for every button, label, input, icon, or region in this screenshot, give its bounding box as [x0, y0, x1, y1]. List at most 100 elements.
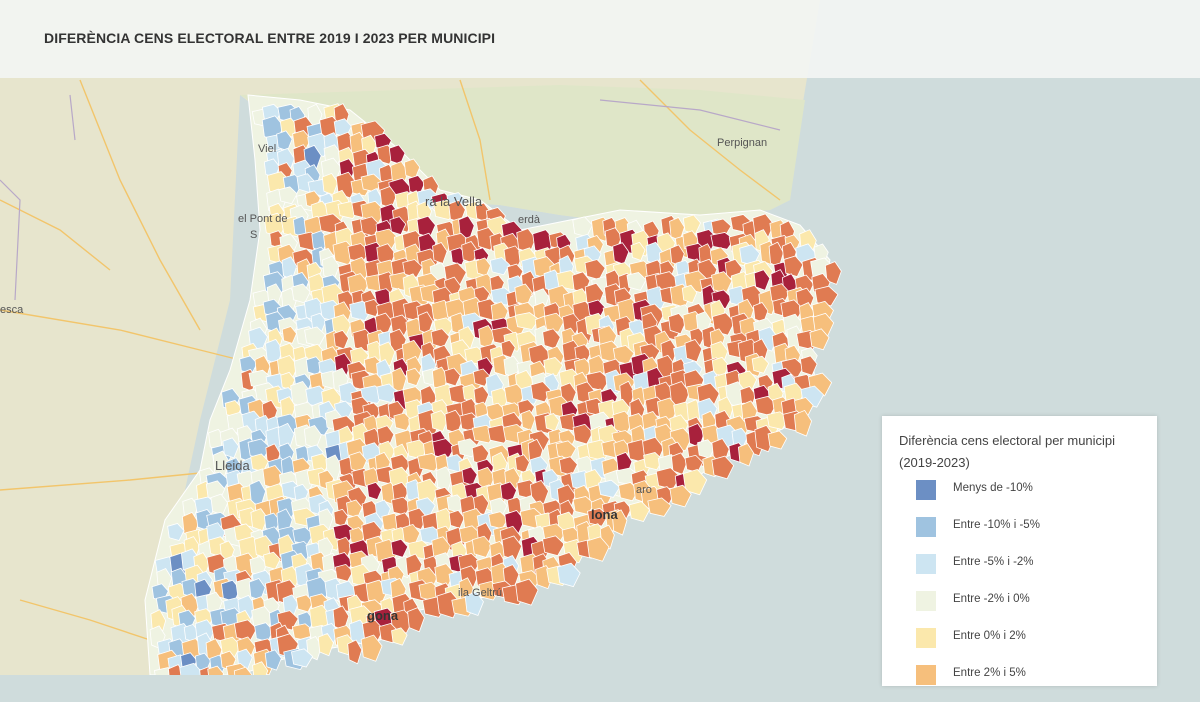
municipality[interactable] [248, 577, 266, 601]
municipality[interactable] [697, 439, 716, 459]
municipality[interactable] [793, 409, 813, 437]
municipality[interactable] [444, 409, 463, 435]
municipality[interactable] [276, 130, 293, 152]
municipality[interactable] [205, 591, 223, 615]
municipality[interactable] [321, 172, 339, 196]
municipality[interactable] [695, 311, 712, 333]
municipality[interactable] [250, 508, 268, 532]
municipality[interactable] [263, 512, 281, 532]
municipality[interactable] [752, 301, 769, 324]
municipality[interactable] [471, 535, 493, 558]
municipality[interactable] [233, 619, 258, 642]
municipality[interactable] [478, 324, 496, 350]
municipality[interactable] [473, 385, 490, 407]
municipality[interactable] [346, 499, 363, 519]
municipality[interactable] [710, 218, 732, 237]
municipality[interactable] [682, 214, 702, 235]
municipality[interactable] [391, 481, 409, 504]
municipality[interactable] [464, 591, 484, 616]
municipality[interactable] [179, 662, 204, 675]
municipality[interactable] [317, 632, 334, 657]
municipality[interactable] [572, 496, 595, 515]
municipality[interactable] [333, 329, 349, 350]
municipality[interactable] [417, 311, 434, 335]
municipality[interactable] [402, 523, 421, 546]
municipality[interactable] [587, 507, 609, 527]
municipality[interactable] [388, 144, 406, 165]
municipality[interactable] [500, 481, 518, 503]
municipality[interactable] [753, 269, 771, 291]
municipality[interactable] [669, 484, 692, 508]
municipality[interactable] [407, 175, 426, 195]
municipality[interactable] [500, 339, 516, 359]
municipality[interactable] [731, 427, 749, 448]
municipality[interactable] [739, 244, 761, 266]
municipality[interactable] [670, 452, 688, 475]
municipality[interactable] [334, 563, 354, 582]
municipality[interactable] [252, 661, 269, 675]
municipality[interactable] [754, 395, 777, 417]
municipality[interactable] [207, 665, 225, 675]
municipality[interactable] [783, 255, 804, 278]
municipality[interactable] [277, 422, 295, 450]
municipality[interactable] [347, 639, 363, 665]
municipality[interactable] [558, 456, 578, 476]
municipality[interactable] [711, 271, 733, 294]
municipality[interactable] [403, 158, 421, 180]
municipality[interactable] [584, 259, 606, 281]
municipality[interactable] [264, 649, 282, 671]
municipality[interactable] [430, 328, 450, 348]
municipality[interactable] [769, 283, 790, 305]
municipality[interactable] [263, 551, 281, 570]
municipality[interactable] [378, 341, 396, 367]
municipality[interactable] [222, 437, 240, 459]
municipality[interactable] [402, 259, 424, 278]
municipality[interactable] [458, 215, 475, 240]
municipality[interactable] [814, 285, 839, 307]
municipality[interactable] [221, 579, 241, 603]
municipality[interactable] [391, 367, 407, 394]
municipality[interactable] [254, 622, 274, 643]
municipality[interactable] [669, 244, 685, 267]
municipality[interactable] [504, 383, 526, 406]
municipality[interactable] [432, 438, 456, 460]
municipality[interactable] [249, 479, 267, 507]
municipality[interactable] [182, 497, 199, 519]
municipality[interactable] [489, 497, 508, 517]
municipality[interactable] [430, 410, 449, 432]
municipality[interactable] [366, 481, 383, 501]
municipality[interactable] [669, 217, 685, 242]
municipality[interactable] [321, 255, 340, 281]
municipality[interactable] [573, 357, 593, 378]
municipality[interactable] [391, 627, 408, 646]
municipality[interactable] [520, 409, 536, 431]
municipality[interactable] [780, 299, 804, 322]
municipality[interactable] [684, 454, 704, 473]
municipality[interactable] [711, 455, 735, 480]
choropleth-map[interactable] [0, 0, 1200, 675]
municipality[interactable] [376, 425, 395, 447]
municipality[interactable] [332, 605, 350, 632]
municipality[interactable] [432, 242, 448, 265]
municipality[interactable] [751, 355, 770, 374]
municipality[interactable] [281, 326, 297, 344]
municipality[interactable] [393, 412, 412, 431]
municipality[interactable] [543, 357, 564, 377]
municipality[interactable] [799, 355, 818, 376]
municipality[interactable] [333, 508, 349, 527]
municipality[interactable] [516, 228, 536, 254]
municipality[interactable] [448, 509, 465, 529]
municipality[interactable] [647, 497, 672, 517]
municipality[interactable] [295, 594, 314, 613]
municipality[interactable] [572, 216, 593, 238]
municipality[interactable] [280, 396, 296, 421]
municipality[interactable] [360, 634, 383, 662]
municipality[interactable] [544, 312, 565, 333]
municipality[interactable] [681, 284, 698, 304]
municipality[interactable] [604, 227, 623, 250]
municipality[interactable] [668, 313, 687, 335]
municipality[interactable] [310, 312, 327, 333]
municipality[interactable] [347, 273, 370, 298]
municipality[interactable] [767, 430, 788, 450]
municipality[interactable] [262, 465, 284, 490]
